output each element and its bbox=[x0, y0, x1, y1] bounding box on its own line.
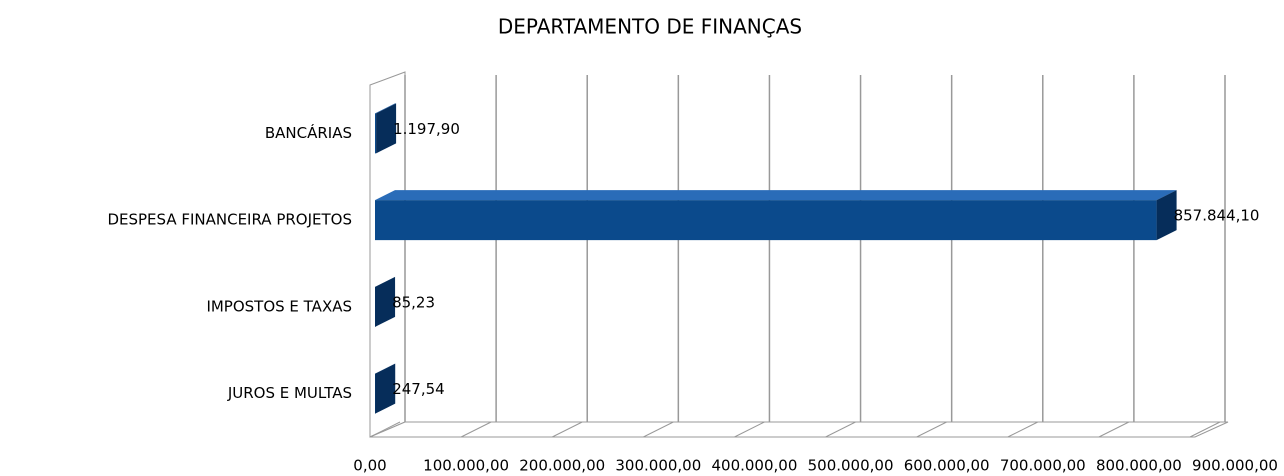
tick-mark bbox=[551, 421, 583, 438]
tick-mark bbox=[1189, 421, 1221, 438]
y-tick-label: BANCÁRIAS bbox=[265, 123, 352, 142]
bar-side bbox=[375, 363, 396, 414]
x-tick-label: 700.000,00 bbox=[1000, 457, 1086, 475]
tick-mark bbox=[460, 421, 492, 438]
chart-title: DEPARTAMENTO DE FINANÇAS bbox=[498, 15, 802, 39]
bar-top bbox=[375, 190, 1177, 201]
bar-top bbox=[375, 103, 397, 114]
tick-mark bbox=[1007, 421, 1039, 438]
y-tick-label: DESPESA FINANCEIRA PROJETOS bbox=[107, 211, 352, 229]
bar-top bbox=[375, 363, 396, 374]
x-tick-label: 200.000,00 bbox=[519, 457, 605, 475]
x-tick-label: 300.000,00 bbox=[615, 457, 701, 475]
x-tick-label: 900.000,00 bbox=[1192, 457, 1278, 475]
tick-mark bbox=[825, 421, 856, 438]
x-tick-label: 800.000,00 bbox=[1096, 457, 1182, 475]
tick-mark bbox=[1098, 421, 1130, 438]
tick-mark bbox=[643, 421, 674, 438]
value-label: 857.844,10 bbox=[1174, 207, 1260, 225]
x-tick-label: 100.000,00 bbox=[423, 457, 509, 475]
tick-mark bbox=[916, 421, 947, 438]
x-tick-label: 600.000,00 bbox=[904, 457, 990, 475]
bar-side bbox=[375, 276, 396, 327]
value-label: 247,54 bbox=[392, 380, 445, 398]
x-tick-label: 400.000,00 bbox=[711, 457, 797, 475]
value-label: 85,23 bbox=[392, 293, 435, 311]
bar bbox=[375, 200, 1157, 241]
tick-mark bbox=[734, 421, 765, 438]
bar-side bbox=[376, 103, 397, 154]
value-label: 1.197,90 bbox=[393, 120, 460, 138]
x-tick-label: 0,00 bbox=[353, 457, 386, 475]
bar-side bbox=[1156, 190, 1177, 241]
floor bbox=[369, 421, 1229, 438]
y-tick-label: IMPOSTOS E TAXAS bbox=[206, 297, 352, 315]
tick-mark bbox=[369, 421, 401, 438]
bar-top bbox=[375, 276, 396, 287]
bar bbox=[375, 113, 377, 154]
x-tick-label: 500.000,00 bbox=[808, 457, 894, 475]
y-tick-label: JUROS E MULTAS bbox=[227, 384, 352, 402]
